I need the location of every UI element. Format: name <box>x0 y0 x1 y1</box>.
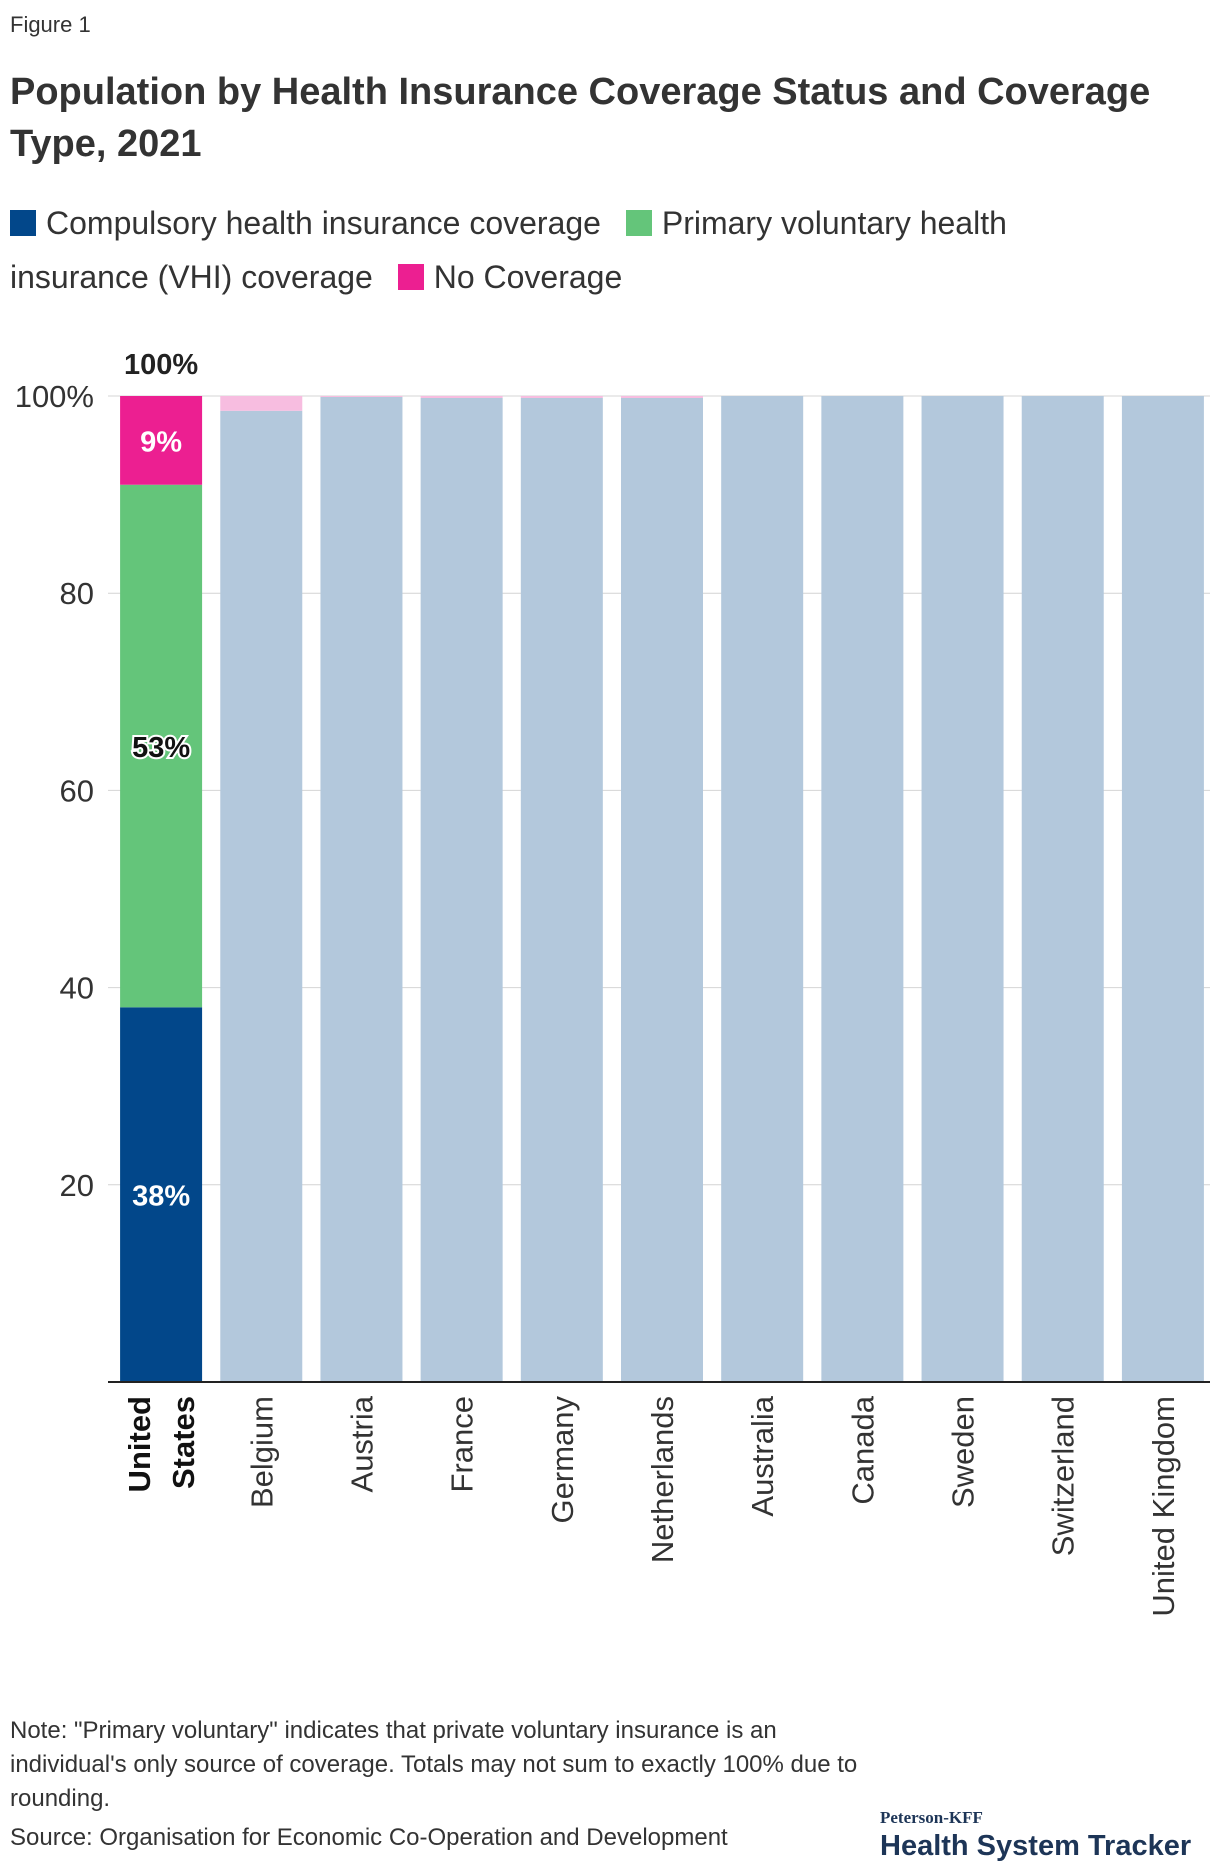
y-tick-label-20: 20 <box>60 1168 94 1203</box>
x-tick-label-united-kingdom: United Kingdom <box>1146 1396 1181 1617</box>
bar-france-series-2 <box>420 396 503 398</box>
legend: Compulsory health insurance coverage Pri… <box>10 196 1110 304</box>
bar-austria-series-0 <box>320 396 403 1383</box>
stacked-bar-chart: 20 40 60 80 100% 38% 53% 9% 100% United States Belg… <box>15 349 1210 1617</box>
legend-label-no-coverage: No Coverage <box>433 259 623 295</box>
x-tick-label-france: France <box>445 1396 480 1492</box>
legend-label-voluntary: Primary voluntary health insurance (VHI)… <box>10 205 1007 295</box>
x-tick-label-germany: Germany <box>545 1396 580 1524</box>
x-tick-label-netherlands: Netherlands <box>645 1396 680 1563</box>
x-tick-label-line-1: States <box>166 1396 201 1489</box>
bar-germany-series-2 <box>520 396 603 398</box>
legend-item-compulsory[interactable]: Compulsory health insurance coverage <box>10 205 601 241</box>
data-label-united-states-series-0: 38% <box>132 1181 190 1213</box>
x-tick-label-line-0: Canada <box>845 1395 880 1504</box>
brand-main-text: Health System Tracker <box>880 1830 1192 1862</box>
x-tick-label-line-0: Belgium <box>244 1396 279 1508</box>
data-label-united-states-series-2: 9% <box>140 426 182 458</box>
brand-logo: Peterson-KFF Health System Tracker <box>880 1808 1210 1863</box>
legend-swatch-no-coverage <box>397 264 424 290</box>
bar-sweden-series-0 <box>921 396 1004 1382</box>
total-label-united-states: 100% <box>124 349 198 381</box>
bar-united-states-series-1 <box>120 484 203 1008</box>
bar-austria-series-2 <box>320 396 403 397</box>
bar-united-states-series-0 <box>120 1007 203 1382</box>
brand-top-text: Peterson-KFF <box>880 1808 983 1827</box>
legend-item-no-coverage[interactable]: No Coverage <box>397 259 623 295</box>
bar-netherlands-series-2 <box>621 396 703 398</box>
figure-label: Figure 1 <box>10 12 91 37</box>
bar-australia-series-0 <box>721 396 804 1382</box>
chart-title: Population by Health Insurance Coverage … <box>10 71 1151 165</box>
x-tick-label-belgium: Belgium <box>244 1396 279 1508</box>
bar-belgium-series-0 <box>220 410 303 1382</box>
y-tick-label-100: 100% <box>15 379 94 414</box>
bar-united-kingdom-series-0 <box>1121 396 1204 1382</box>
chart-source: Source: Organisation for Economic Co-Ope… <box>10 1824 728 1851</box>
legend-swatch-compulsory <box>10 210 36 236</box>
x-tick-label-line-0: Austria <box>344 1395 379 1492</box>
x-tick-label-line-0: United Kingdom <box>1146 1396 1181 1617</box>
x-tick-label-canada: Canada <box>845 1395 880 1504</box>
bar-germany-series-0 <box>520 397 603 1382</box>
bar-netherlands-series-0 <box>621 397 703 1382</box>
x-tick-label-line-0: France <box>445 1396 480 1492</box>
y-tick-label-80: 80 <box>60 576 94 611</box>
legend-label-compulsory: Compulsory health insurance coverage <box>46 205 601 241</box>
bar-canada-series-0 <box>821 396 904 1382</box>
x-tick-label-united-states: United States <box>122 1396 201 1492</box>
y-tick-label-60: 60 <box>60 773 94 808</box>
legend-item-voluntary[interactable]: Primary voluntary health insurance (VHI)… <box>10 205 1007 295</box>
bar-switzerland-series-0 <box>1021 396 1104 1382</box>
y-tick-label-40: 40 <box>60 971 94 1006</box>
x-tick-label-austria: Austria <box>344 1395 379 1492</box>
x-tick-label-line-0: Germany <box>545 1396 580 1524</box>
legend-swatch-voluntary <box>625 210 652 236</box>
chart-note: Note: "Primary voluntary" indicates that… <box>10 1717 858 1812</box>
x-tick-label-switzerland: Switzerland <box>1046 1396 1081 1556</box>
x-tick-label-line-0: Netherlands <box>645 1396 680 1563</box>
bar-france-series-0 <box>420 397 503 1382</box>
x-tick-label-line-0: Switzerland <box>1046 1396 1081 1556</box>
x-tick-label-line-0: Sweden <box>946 1396 981 1508</box>
bar-belgium-series-2 <box>220 396 303 411</box>
x-tick-label-australia: Australia <box>745 1395 780 1516</box>
x-tick-label-line-0: United <box>122 1396 157 1492</box>
bar-united-states-series-2 <box>120 396 203 485</box>
data-label-united-states-series-1: 53% <box>132 732 190 764</box>
x-tick-label-line-0: Australia <box>745 1395 780 1516</box>
x-tick-label-sweden: Sweden <box>946 1396 981 1508</box>
